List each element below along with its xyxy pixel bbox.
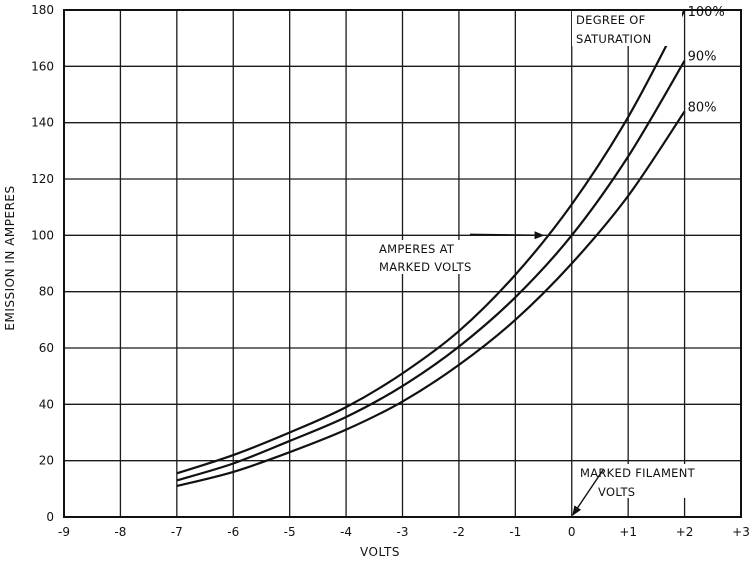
y-tick-label: 100 xyxy=(31,228,54,242)
y-tick-label: 140 xyxy=(31,116,54,130)
x-tick-label: +1 xyxy=(619,525,637,539)
x-tick-label: +3 xyxy=(732,525,750,539)
annotation-filament-line-1: MARKED FILAMENT xyxy=(580,466,696,480)
x-tick-label: -4 xyxy=(340,525,352,539)
series-label-100-percent: 100% xyxy=(688,5,725,20)
x-tick-label: -3 xyxy=(397,525,409,539)
x-tick-label: -2 xyxy=(453,525,465,539)
x-tick-label: -7 xyxy=(171,525,183,539)
x-tick-label: +2 xyxy=(676,525,694,539)
y-tick-label: 180 xyxy=(31,3,54,17)
y-tick-label: 0 xyxy=(46,510,54,524)
plot-frame xyxy=(63,9,742,518)
y-tick-label: 120 xyxy=(31,172,54,186)
x-tick-label: -9 xyxy=(58,525,70,539)
legend-title-line-1: DEGREE OF xyxy=(576,13,646,27)
annotation-amperes-background xyxy=(375,240,485,274)
series-line-90-percent xyxy=(176,60,686,482)
y-tick-label: 60 xyxy=(39,341,54,355)
annotation-filament-arrow xyxy=(572,469,604,516)
series-label-80-percent: 80% xyxy=(688,100,717,115)
y-tick-label: 80 xyxy=(39,285,54,299)
series-line-100-percent xyxy=(176,9,686,475)
x-tick-label: -1 xyxy=(509,525,521,539)
y-tick-label: 160 xyxy=(31,59,54,73)
annotation-amperes-line-1: AMPERES AT xyxy=(379,242,455,256)
series-line-80-percent xyxy=(176,110,686,488)
x-tick-label: 0 xyxy=(568,525,576,539)
legend-title-background xyxy=(572,10,682,46)
x-tick-label: -6 xyxy=(227,525,239,539)
y-tick-label: 20 xyxy=(39,454,54,468)
annotation-amperes-line-2: MARKED VOLTS xyxy=(379,260,472,274)
x-tick-label: -8 xyxy=(114,525,126,539)
y-axis-label: EMISSION IN AMPERES xyxy=(3,185,17,330)
x-tick-label: -5 xyxy=(284,525,296,539)
annotation-filament-background xyxy=(578,464,723,498)
annotation-amperes-arrow xyxy=(469,231,545,240)
y-tick-label: 40 xyxy=(39,397,54,411)
annotation-filament-line-2: VOLTS xyxy=(598,485,635,499)
legend-title-line-2: SATURATION xyxy=(576,32,652,46)
x-axis-label: VOLTS xyxy=(360,545,400,559)
curves: 100% 90% 80% xyxy=(176,5,725,488)
tick-labels: -9 -8 -7 -6 -5 -4 -3 -2 -1 0 +1 +2 +3 0 20 40 60 80 100 120… xyxy=(31,3,750,539)
series-label-90-percent: 90% xyxy=(688,50,717,65)
